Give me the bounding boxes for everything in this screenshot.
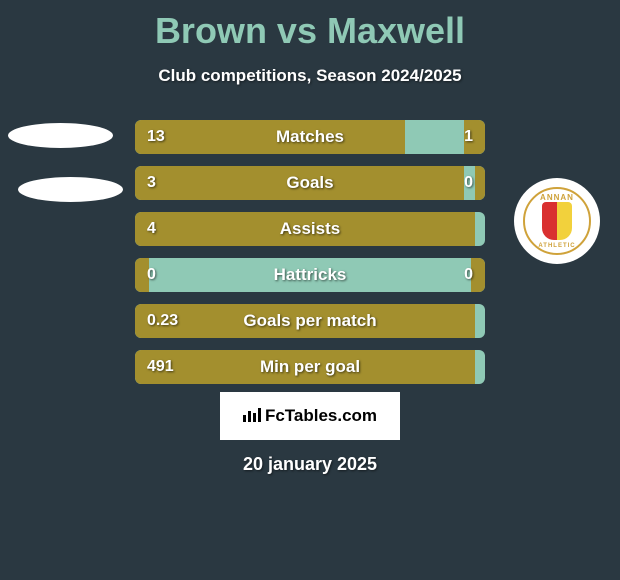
stat-row: 491Min per goal (135, 350, 485, 384)
stat-row: 0.23Goals per match (135, 304, 485, 338)
page-title: Brown vs Maxwell (0, 0, 620, 52)
stat-row: 30Goals (135, 166, 485, 200)
stat-label: Goals per match (135, 311, 485, 331)
club-badge-text-top: ANNAN (540, 193, 574, 202)
subtitle: Club competitions, Season 2024/2025 (0, 66, 620, 86)
watermark-text: FcTables.com (265, 406, 377, 426)
club-badge-shield (542, 202, 572, 240)
player-left-placeholder-bottom (18, 177, 123, 202)
stat-label: Min per goal (135, 357, 485, 377)
chart-bars-icon (243, 406, 261, 427)
watermark: FcTables.com (220, 392, 400, 440)
stat-label: Hattricks (135, 265, 485, 285)
stat-label: Assists (135, 219, 485, 239)
stat-label: Goals (135, 173, 485, 193)
player-left-placeholder-top (8, 123, 113, 148)
stat-row: 131Matches (135, 120, 485, 154)
comparison-chart: 131Matches 30Goals 4Assists 00Hattricks 0.23… (135, 120, 485, 396)
club-badge-ring: ANNAN ATHLETIC (523, 187, 591, 255)
stat-row: 4Assists (135, 212, 485, 246)
snapshot-date: 20 january 2025 (0, 454, 620, 475)
stat-row: 00Hattricks (135, 258, 485, 292)
club-badge-text-bottom: ATHLETIC (538, 243, 575, 249)
stat-label: Matches (135, 127, 485, 147)
club-badge: ANNAN ATHLETIC (514, 178, 600, 264)
